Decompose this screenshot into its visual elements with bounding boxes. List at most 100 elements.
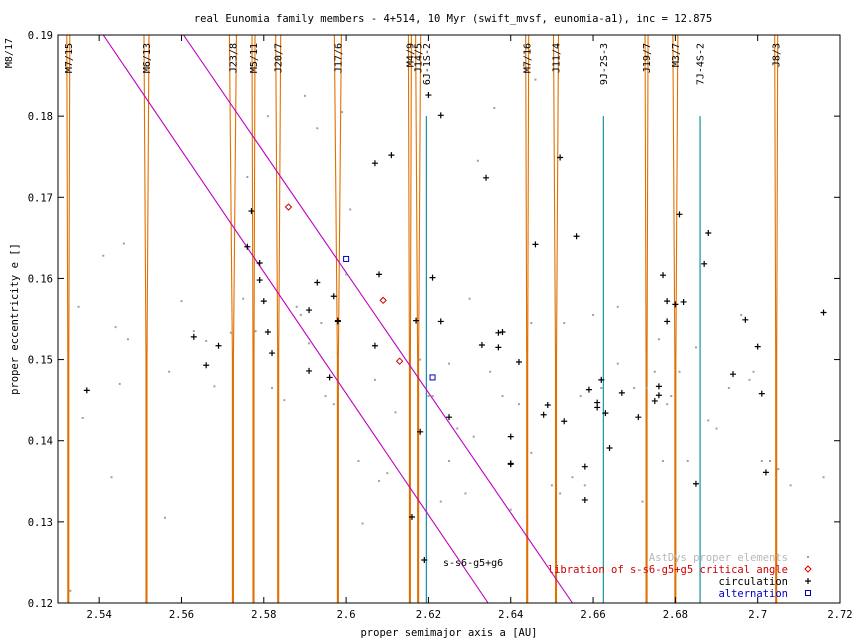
data-point-dot — [530, 451, 533, 454]
data-point-dot — [271, 386, 274, 389]
data-point-dot — [427, 395, 430, 398]
data-point-dot — [550, 484, 553, 487]
data-point-dot — [657, 338, 660, 341]
data-point-plus — [507, 433, 514, 440]
data-point-plus — [446, 414, 452, 421]
x-tick-label: 2.56 — [169, 609, 194, 621]
data-point-plus — [306, 307, 313, 314]
data-point-plus — [705, 229, 712, 236]
resonance-label: M7/16 — [523, 43, 534, 73]
data-point-dot — [686, 460, 689, 462]
data-point-dot — [386, 472, 389, 475]
legend-label: libration of s-s6-g5+g5 critical angle — [548, 564, 788, 576]
resonance-label: M6/13 — [142, 43, 153, 73]
data-point-plus — [651, 397, 658, 404]
resonance-line-m5-11 — [251, 34, 256, 603]
data-point-plus — [602, 410, 609, 417]
data-point-dot — [707, 419, 710, 422]
data-point-dot — [740, 313, 743, 316]
data-point-plus — [594, 399, 601, 406]
data-point-plus — [203, 362, 210, 369]
data-point-dot — [69, 589, 72, 592]
data-point-plus — [540, 411, 547, 418]
data-point-dot — [476, 159, 479, 162]
resonance-label: M3/7 — [671, 43, 682, 67]
data-point-dot — [324, 395, 327, 398]
data-point-plus — [573, 233, 580, 240]
x-tick-label: 2.64 — [498, 609, 523, 621]
data-point-plus — [664, 318, 671, 325]
data-point-plus — [660, 272, 667, 279]
data-point-plus — [495, 329, 502, 336]
data-point-dot — [563, 322, 566, 325]
data-point-dot — [579, 395, 582, 398]
data-point-dot — [77, 305, 80, 308]
data-point-plus — [330, 293, 337, 300]
data-point-plus — [215, 342, 222, 349]
resonance-label: J20/7 — [274, 43, 285, 73]
data-point-dot — [126, 338, 129, 341]
data-point-square — [343, 255, 350, 262]
legend-marker — [805, 590, 811, 596]
y-tick-label: 0.13 — [28, 517, 53, 529]
resonance-line-j17-6 — [333, 34, 342, 603]
data-point-plus — [585, 386, 592, 393]
data-point-plus — [581, 463, 588, 470]
data-point-plus — [754, 343, 761, 350]
data-point-dot — [616, 362, 619, 365]
secular-resonance-label: s-s6-g5+g6 — [443, 558, 503, 569]
plot-frame — [57, 34, 841, 604]
data-point-dot — [715, 427, 718, 430]
legend-marker — [805, 578, 811, 584]
data-point-dot — [666, 403, 669, 406]
resonance-label: J17/6 — [333, 43, 344, 73]
data-point-dot — [616, 305, 619, 308]
data-point-plus — [515, 359, 522, 366]
data-point-dot — [448, 460, 450, 462]
chart-title: real Eunomia family members - 4+514, 10 … — [194, 13, 712, 25]
resonance-line-j8-3 — [774, 34, 779, 603]
data-point-dot — [448, 362, 450, 365]
data-point-plus — [664, 298, 671, 305]
data-point-plus — [606, 445, 613, 452]
data-point-dot — [114, 326, 117, 329]
data-point-dot — [110, 476, 113, 479]
data-point-dot — [530, 322, 533, 325]
data-point-plus — [532, 241, 539, 248]
data-point-dot — [633, 386, 636, 389]
resonance-label: J11/4 — [552, 43, 563, 73]
data-point-plus — [260, 298, 267, 305]
data-point-dot — [559, 492, 562, 495]
data-point-dot — [361, 522, 364, 525]
data-point-dot — [489, 370, 492, 373]
data-point-dot — [229, 331, 232, 334]
resonance-line-m3-7 — [672, 34, 679, 603]
data-point-dot — [332, 403, 335, 406]
data-point-diamond — [379, 296, 387, 305]
resonance-label: 7J-4S-2 — [696, 43, 707, 85]
corner-resonance-label: M8/17 — [4, 38, 15, 68]
y-tick-label: 0.19 — [28, 30, 53, 42]
data-point-diamond — [284, 203, 293, 211]
x-tick-label: 2.6 — [337, 609, 356, 621]
data-point-dot — [180, 300, 183, 303]
data-point-plus — [618, 389, 625, 396]
data-point-dot — [431, 395, 434, 398]
resonance-line-j23-8 — [228, 34, 237, 603]
data-point-dot — [501, 395, 504, 398]
data-point-dot — [748, 378, 751, 381]
data-point-plus — [742, 316, 749, 323]
data-point-plus — [820, 309, 827, 316]
data-point-plus — [437, 318, 444, 325]
data-point-dot — [349, 208, 352, 211]
data-point-plus — [244, 243, 251, 250]
data-point-plus — [425, 92, 432, 99]
y-tick-label: 0.18 — [28, 111, 53, 123]
data-point-plus — [483, 174, 490, 181]
data-point-plus — [561, 418, 568, 425]
data-point-plus — [334, 317, 341, 324]
resonance-label: J14/5 — [414, 43, 425, 73]
data-point-plus — [635, 414, 642, 421]
data-point-plus — [306, 367, 313, 374]
